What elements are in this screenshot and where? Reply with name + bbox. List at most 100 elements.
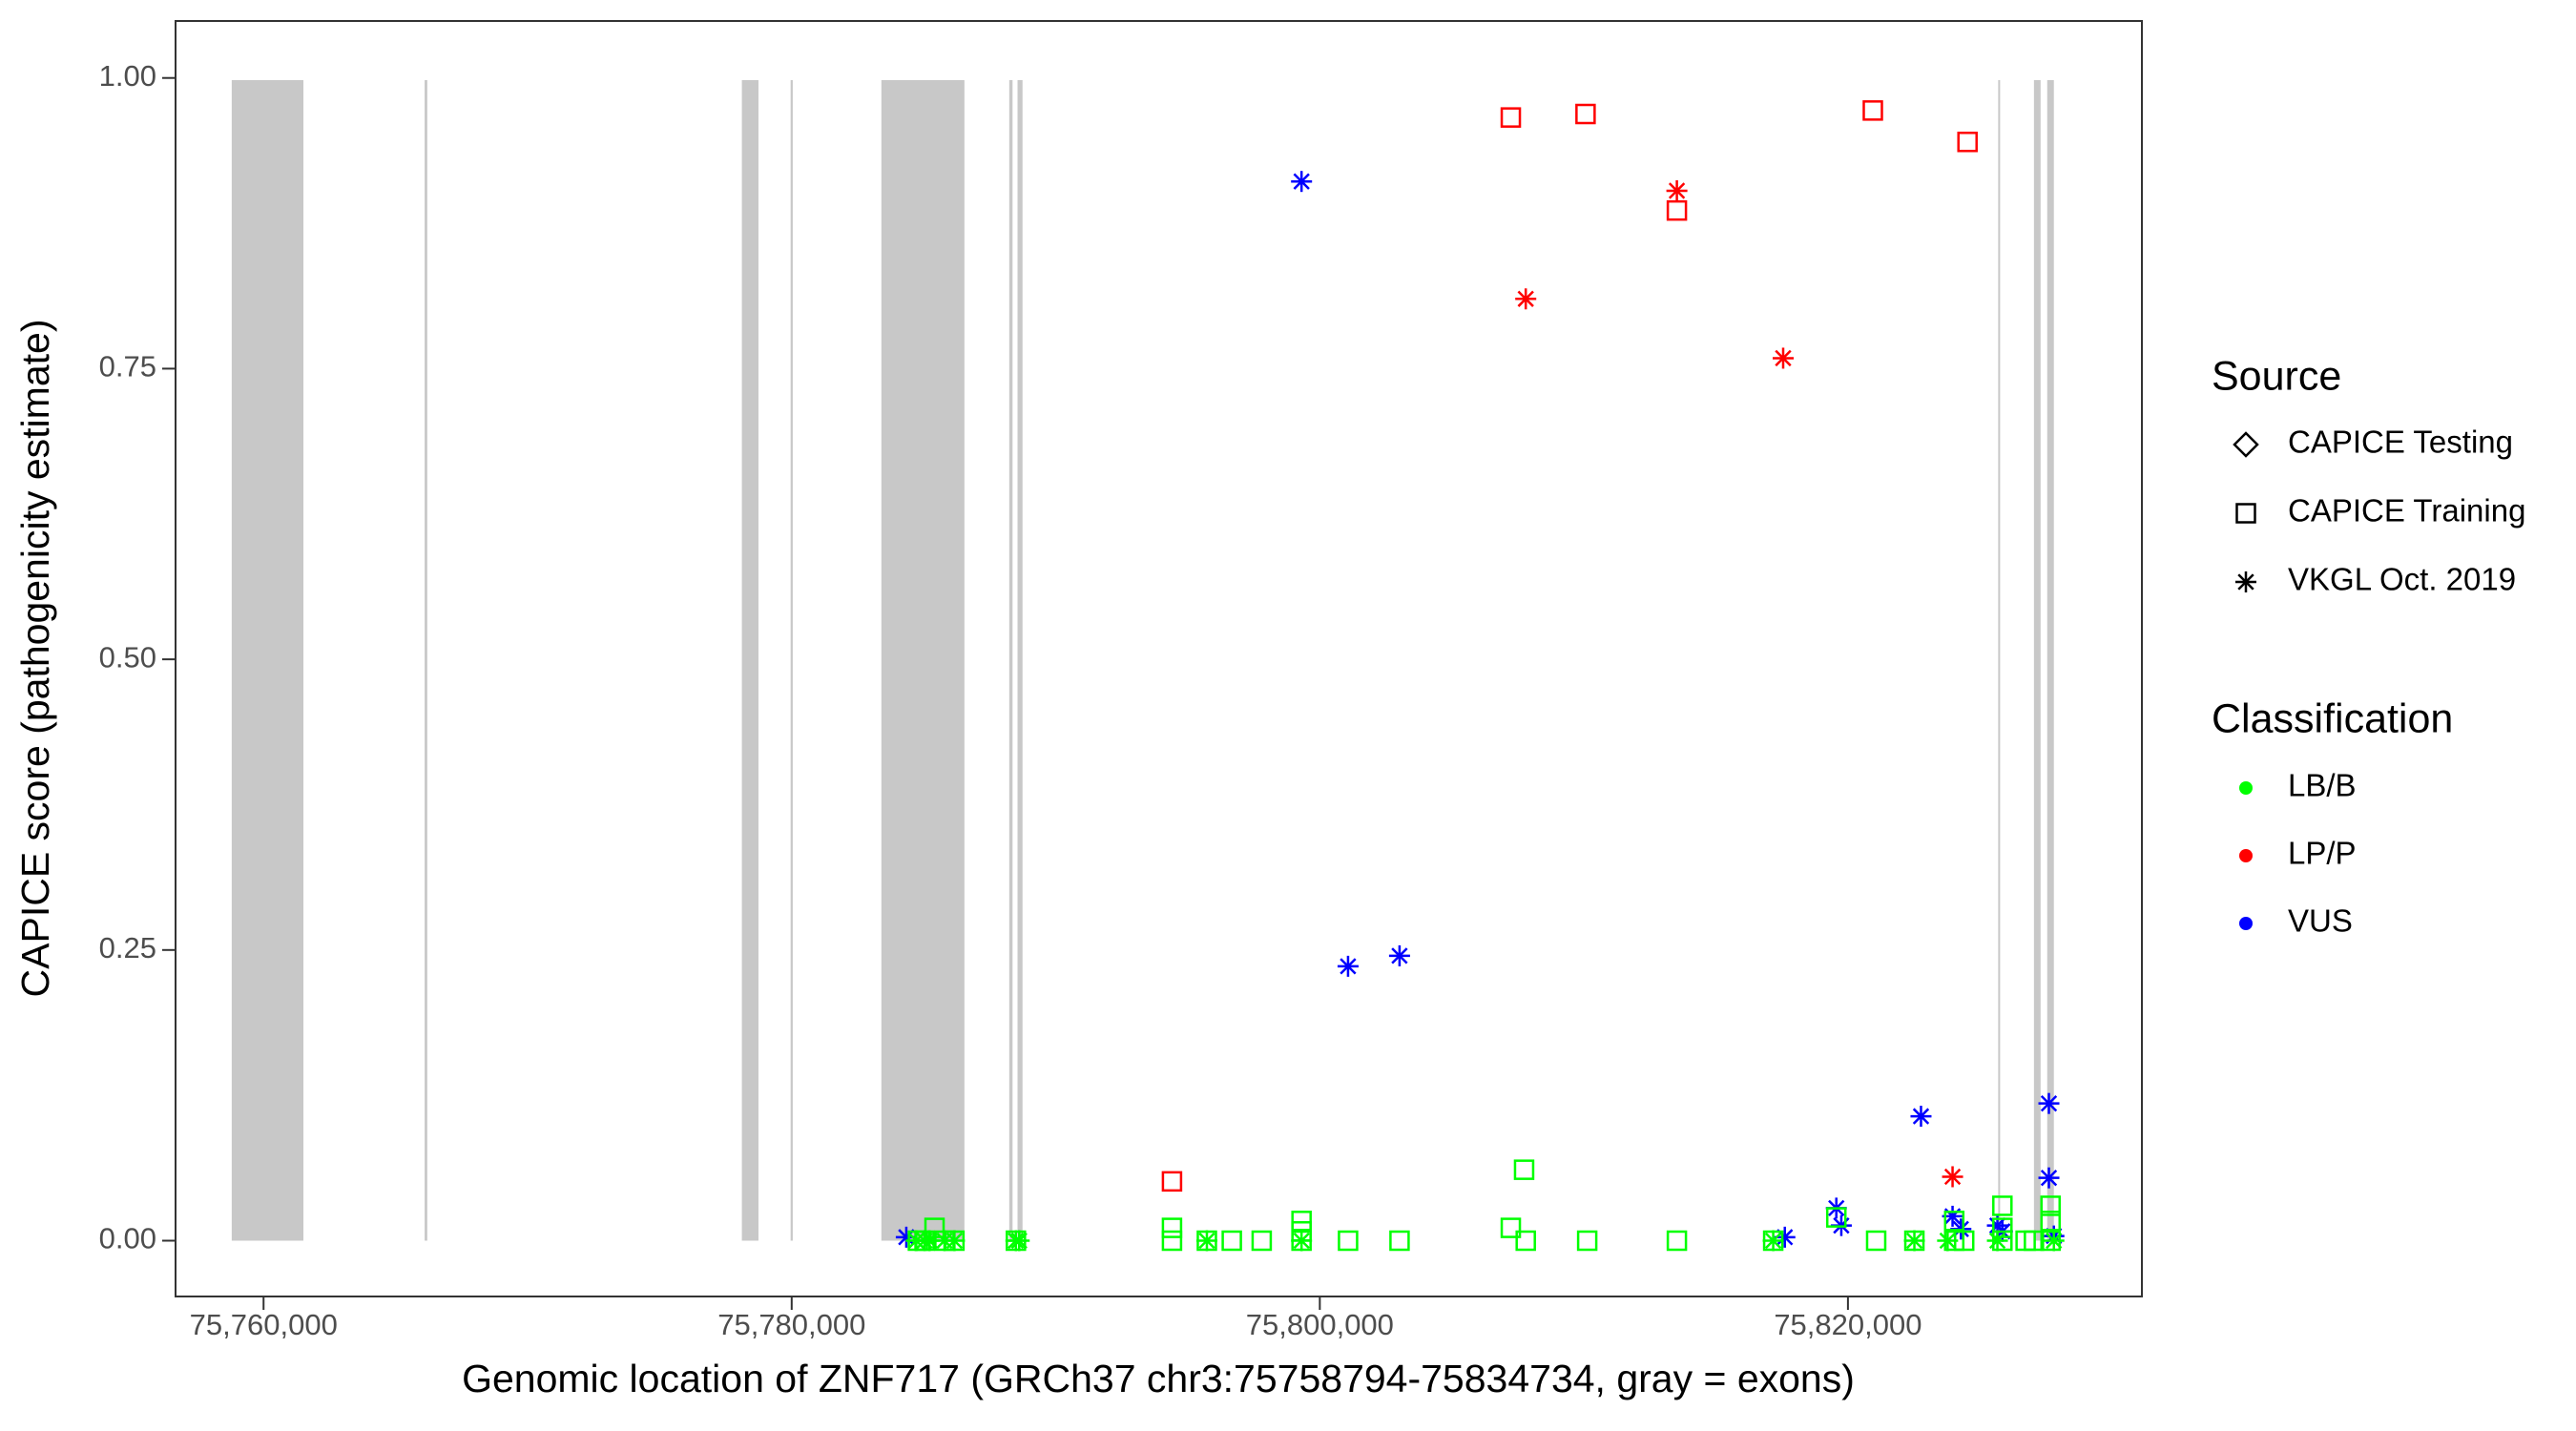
- y-tick-label: 0.00: [99, 1222, 156, 1255]
- asterisk-stroke: [1668, 182, 1686, 199]
- square-symbol: [1575, 103, 1596, 125]
- point: [1195, 1230, 1217, 1252]
- asterisk-stroke: [1293, 1232, 1310, 1250]
- point: [1515, 1230, 1536, 1252]
- point: [2038, 1167, 2060, 1189]
- asterisk-stroke: [2237, 573, 2254, 591]
- point: [1937, 1230, 1959, 1252]
- legend-label: CAPICE Training: [2288, 493, 2525, 529]
- square-symbol: [2235, 503, 2256, 524]
- asterisk-stroke: [1943, 1168, 1962, 1186]
- asterisk-stroke: [1912, 1108, 1930, 1125]
- point: [1943, 1211, 1965, 1232]
- asterisk-stroke: [2040, 1095, 2058, 1112]
- square-symbol: [1161, 1171, 1183, 1192]
- exon: [1008, 80, 1013, 1241]
- square-symbol: [1291, 1211, 1312, 1232]
- point: [1666, 179, 1688, 201]
- exon: [425, 80, 427, 1241]
- square-symbol: [1943, 1211, 1965, 1232]
- square-symbol: [1513, 1159, 1535, 1180]
- x-tick-label: 75,760,000: [190, 1308, 338, 1341]
- point: [1825, 1207, 1847, 1228]
- square-symbol: [1161, 1217, 1183, 1238]
- point: [1500, 107, 1522, 128]
- legend-title: Classification: [2212, 695, 2453, 741]
- square-symbol: [1500, 107, 1522, 128]
- square-symbol: [1161, 1230, 1183, 1252]
- point: [1291, 171, 1313, 193]
- legend-symbol: [2233, 431, 2259, 458]
- asterisk-stroke: [921, 1232, 938, 1250]
- square-symbol: [1389, 1230, 1410, 1252]
- asterisk-stroke: [1517, 290, 1534, 307]
- point: [1161, 1171, 1183, 1192]
- square-symbol: [1862, 100, 1883, 121]
- point: [1903, 1230, 1925, 1252]
- point: [1576, 1230, 1598, 1252]
- point: [1666, 199, 1688, 221]
- point: [1992, 1195, 2013, 1216]
- legend-label: CAPICE Testing: [2288, 425, 2513, 460]
- exon: [1998, 80, 2001, 1241]
- y-axis-title: CAPICE score (pathogenicity estimate): [13, 320, 57, 998]
- exon: [231, 80, 304, 1241]
- asterisk-stroke: [1988, 1232, 2006, 1250]
- x-tick-label: 75,780,000: [717, 1308, 865, 1341]
- point: [1942, 1166, 1963, 1188]
- point: [1986, 1230, 2008, 1252]
- point: [1666, 1230, 1688, 1252]
- exon: [2046, 80, 2054, 1241]
- legend-symbol: [2235, 571, 2256, 592]
- point: [944, 1230, 966, 1252]
- point: [1389, 1230, 1410, 1252]
- panel-border: [175, 20, 2143, 1297]
- point: [1161, 1230, 1183, 1252]
- legend-symbol: [2239, 781, 2253, 795]
- square-symbol: [2024, 1230, 2045, 1252]
- diamond-symbol: [2233, 431, 2259, 458]
- point: [1865, 1230, 1887, 1252]
- exon: [2033, 80, 2041, 1241]
- point: [1957, 132, 1978, 153]
- square-symbol: [1338, 1230, 1359, 1252]
- legend-label: LB/B: [2288, 768, 2357, 803]
- square-symbol: [1515, 1230, 1536, 1252]
- point: [1575, 103, 1596, 125]
- square-symbol: [2040, 1211, 2062, 1232]
- point: [1337, 955, 1359, 977]
- legend-label: VUS: [2288, 903, 2353, 939]
- point: [1008, 1230, 1030, 1252]
- legend-title: Source: [2212, 353, 2341, 399]
- legend-label: VKGL Oct. 2019: [2288, 562, 2516, 597]
- legend-symbol: [2239, 849, 2253, 862]
- legend-label: LP/P: [2288, 836, 2357, 871]
- asterisk-stroke: [1293, 173, 1310, 190]
- square-symbol: [1992, 1195, 2013, 1216]
- x-tick-label: 75,820,000: [1774, 1308, 1922, 1341]
- asterisk-stroke: [2046, 1232, 2063, 1250]
- point: [1338, 1230, 1359, 1252]
- square-symbol: [1825, 1207, 1847, 1228]
- point: [1910, 1106, 1932, 1128]
- square-symbol: [1251, 1230, 1273, 1252]
- point: [2040, 1211, 2062, 1232]
- y-tick-label: 0.25: [99, 931, 156, 964]
- point: [2043, 1230, 2065, 1252]
- legend-symbol: [2235, 503, 2256, 524]
- point: [1773, 347, 1795, 369]
- point: [1291, 1230, 1313, 1252]
- asterisk-stroke: [1340, 958, 1357, 975]
- y-tick-label: 0.50: [99, 640, 156, 674]
- point: [1515, 288, 1537, 310]
- exon: [881, 80, 965, 1241]
- asterisk-stroke: [1905, 1232, 1923, 1250]
- asterisk-stroke: [1391, 947, 1408, 964]
- point: [1513, 1159, 1535, 1180]
- asterisk-stroke: [945, 1232, 964, 1250]
- asterisk-stroke: [1010, 1232, 1028, 1250]
- square-symbol: [1666, 1230, 1688, 1252]
- point: [2038, 1092, 2060, 1114]
- point: [1161, 1217, 1183, 1238]
